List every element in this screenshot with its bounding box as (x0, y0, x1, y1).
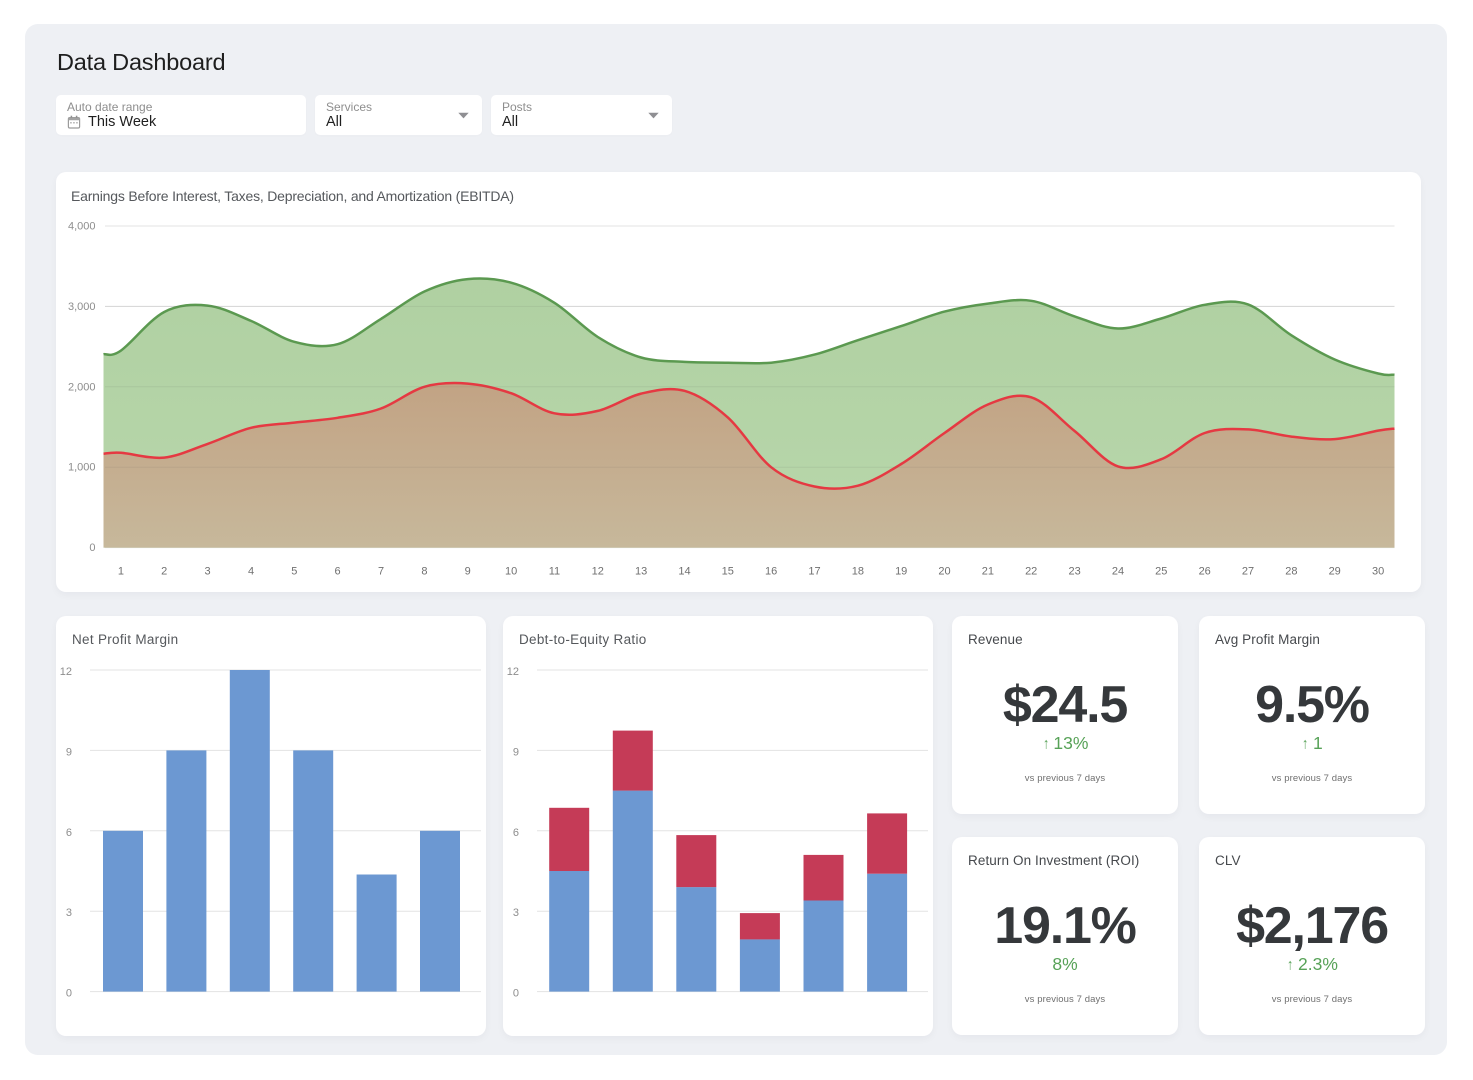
svg-text:5: 5 (291, 566, 297, 578)
svg-text:3: 3 (513, 907, 519, 919)
svg-text:18: 18 (852, 566, 864, 578)
svg-text:22: 22 (1025, 566, 1037, 578)
svg-text:2: 2 (161, 566, 167, 578)
svg-text:13: 13 (635, 566, 647, 578)
svg-text:3,000: 3,000 (68, 301, 96, 313)
svg-text:2,000: 2,000 (68, 381, 96, 393)
svg-text:7: 7 (378, 566, 384, 578)
svg-text:15: 15 (722, 566, 734, 578)
svg-text:3: 3 (66, 907, 72, 919)
svg-text:10: 10 (505, 566, 517, 578)
svg-text:12: 12 (60, 666, 72, 678)
svg-text:14: 14 (678, 566, 690, 578)
svg-text:9: 9 (465, 566, 471, 578)
svg-text:26: 26 (1199, 566, 1211, 578)
svg-text:9: 9 (66, 746, 72, 758)
svg-text:0: 0 (66, 988, 72, 1000)
svg-text:3: 3 (205, 566, 211, 578)
svg-text:4: 4 (248, 566, 254, 578)
svg-text:6: 6 (66, 827, 72, 839)
svg-text:0: 0 (89, 542, 95, 554)
svg-text:23: 23 (1068, 566, 1080, 578)
svg-text:16: 16 (765, 566, 777, 578)
svg-text:19: 19 (895, 566, 907, 578)
svg-text:9: 9 (513, 746, 519, 758)
svg-text:6: 6 (335, 566, 341, 578)
svg-text:1: 1 (118, 566, 124, 578)
svg-text:30: 30 (1372, 566, 1384, 578)
svg-text:27: 27 (1242, 566, 1254, 578)
svg-text:4,000: 4,000 (68, 221, 96, 233)
svg-text:25: 25 (1155, 566, 1167, 578)
svg-text:21: 21 (982, 566, 994, 578)
svg-text:1,000: 1,000 (68, 462, 96, 474)
svg-text:20: 20 (938, 566, 950, 578)
svg-text:6: 6 (513, 827, 519, 839)
svg-text:12: 12 (592, 566, 604, 578)
svg-text:11: 11 (549, 566, 560, 578)
svg-text:12: 12 (507, 666, 519, 678)
svg-text:24: 24 (1112, 566, 1124, 578)
svg-text:8: 8 (421, 566, 427, 578)
svg-text:0: 0 (513, 988, 519, 1000)
svg-text:17: 17 (808, 566, 820, 578)
svg-text:28: 28 (1285, 566, 1297, 578)
svg-text:29: 29 (1329, 566, 1341, 578)
